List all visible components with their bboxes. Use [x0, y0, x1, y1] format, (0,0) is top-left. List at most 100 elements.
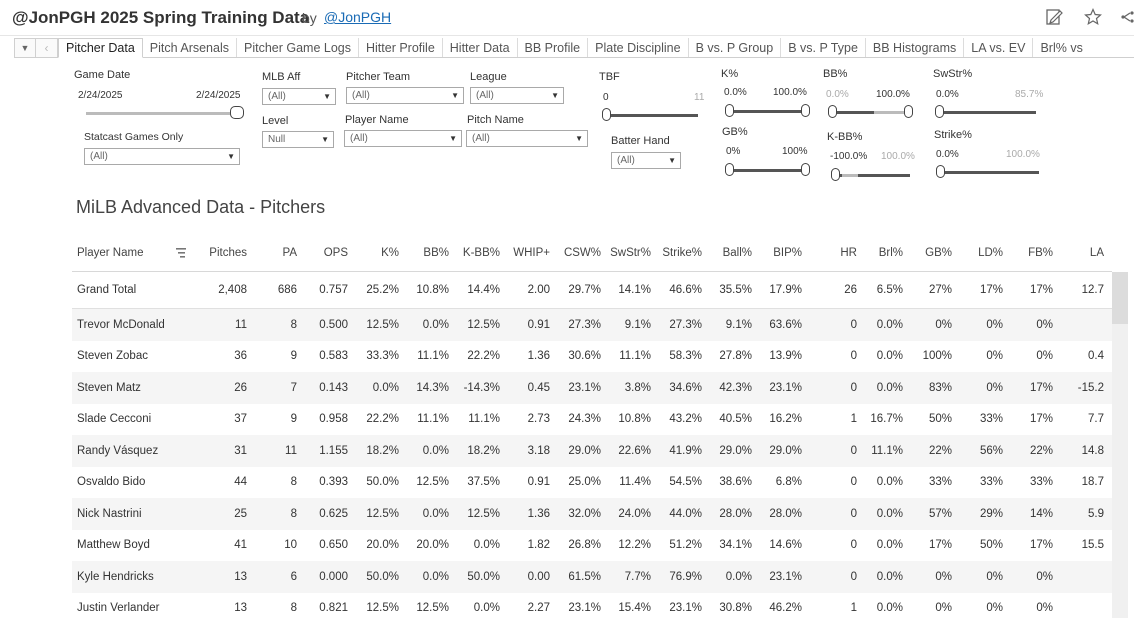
column-header-brl-pct[interactable]: Brl%: [878, 246, 903, 259]
column-header-ld-pct[interactable]: LD%: [978, 246, 1003, 259]
cell-csw-pct: 61.5%: [568, 570, 601, 583]
tab-hitter-data[interactable]: Hitter Data: [443, 38, 518, 57]
tab-brl-vs[interactable]: Brl% vs: [1040, 40, 1083, 55]
pitch-name-dropdown[interactable]: (All) ▼: [466, 130, 588, 147]
swstr-pct-slider-track[interactable]: [940, 111, 1036, 114]
game-date-slider-track[interactable]: [86, 112, 236, 115]
cell-whip-plus: 0.91: [527, 318, 550, 331]
bb-pct-slider-max-handle[interactable]: [904, 105, 913, 118]
column-header-k-pct[interactable]: K%: [381, 246, 399, 259]
tab-hitter-profile[interactable]: Hitter Profile: [359, 38, 443, 57]
tab-plate-discipline[interactable]: Plate Discipline: [588, 38, 689, 57]
tbf-slider-track[interactable]: [606, 114, 698, 117]
tab-b-vs-p-group[interactable]: B vs. P Group: [689, 38, 782, 57]
player-name-cell: Grand Total: [77, 284, 137, 296]
column-header-ops[interactable]: OPS: [323, 246, 348, 259]
batter-hand-dropdown[interactable]: (All) ▼: [611, 152, 681, 169]
edit-icon[interactable]: [1044, 8, 1064, 28]
tab-menu-button[interactable]: ▼: [14, 38, 36, 57]
cell-bb-pct: 0.0%: [422, 318, 449, 331]
table-row[interactable]: Osvaldo Bido 44 8 0.393 50.0% 12.5% 37.5% 0.91 2…: [72, 467, 1112, 499]
statcast-dropdown[interactable]: (All) ▼: [84, 148, 240, 165]
pitcher-team-dropdown[interactable]: (All) ▼: [346, 87, 464, 104]
column-header-ball-pct[interactable]: Ball%: [722, 246, 752, 259]
k-pct-slider-min-handle[interactable]: [725, 104, 734, 117]
tab-scroll-left-button[interactable]: ‹: [36, 38, 58, 57]
tab-pitcher-data[interactable]: Pitcher Data: [58, 38, 143, 58]
k-pct-slider-max-handle[interactable]: [801, 104, 810, 117]
tab-la-vs-ev[interactable]: LA vs. EV: [964, 38, 1034, 57]
author-link[interactable]: @JonPGH: [324, 9, 392, 25]
table-row[interactable]: Steven Matz 26 7 0.143 0.0% 14.3% -14.3% 0.45 23…: [72, 372, 1112, 404]
player-name-dropdown[interactable]: (All) ▼: [344, 130, 462, 147]
cell-k-bb-pct: 0.0%: [473, 602, 500, 615]
cell-la: 5.9: [1088, 507, 1104, 520]
column-header-pitches[interactable]: Pitches: [209, 246, 247, 259]
swstr-pct-max: 85.7%: [1015, 89, 1044, 100]
star-icon[interactable]: [1083, 8, 1103, 28]
table-row[interactable]: Steven Zobac 36 9 0.583 33.3% 11.1% 22.2% 1.36 3…: [72, 341, 1112, 373]
table-row[interactable]: Nick Nastrini 25 8 0.625 12.5% 0.0% 12.5% 1.36 3…: [72, 498, 1112, 530]
tab-bb-profile[interactable]: BB Profile: [518, 38, 589, 57]
cell-gb-pct: 22%: [928, 444, 952, 457]
column-header-fb-pct[interactable]: FB%: [1028, 246, 1053, 259]
table-row[interactable]: Matthew Boyd 41 10 0.650 20.0% 20.0% 0.0% 1.82 2…: [72, 530, 1112, 562]
mlb-aff-dropdown[interactable]: (All) ▼: [262, 88, 336, 105]
sort-icon[interactable]: [175, 246, 187, 258]
tab-pitch-arsenals[interactable]: Pitch Arsenals: [143, 38, 237, 57]
column-header-csw-pct[interactable]: CSW%: [563, 246, 601, 259]
gb-pct-slider-track[interactable]: [730, 169, 806, 172]
k-bb-pct-max: 100.0%: [881, 151, 915, 162]
tab-pitcher-game-logs[interactable]: Pitcher Game Logs: [237, 38, 359, 57]
cell-csw-pct: 29.7%: [568, 284, 601, 296]
table-row[interactable]: Slade Cecconi 37 9 0.958 22.2% 11.1% 11.1% 2.73…: [72, 404, 1112, 436]
k-pct-slider-track[interactable]: [730, 110, 806, 113]
column-header-hr[interactable]: HR: [840, 246, 857, 259]
column-header-swstr-pct[interactable]: SwStr%: [610, 246, 651, 259]
column-header-gb-pct[interactable]: GB%: [925, 246, 952, 259]
cell-ball-pct: 42.3%: [719, 381, 752, 394]
table-row[interactable]: Randy Vásquez 31 11 1.155 18.2% 0.0% 18.2% 3.18…: [72, 435, 1112, 467]
cell-bb-pct: 12.5%: [416, 602, 449, 615]
cell-fb-pct: 33%: [1029, 476, 1053, 489]
swstr-pct-slider-handle[interactable]: [935, 105, 944, 118]
table-row[interactable]: Justin Verlander 13 8 0.821 12.5% 12.5% 0.0% 2.…: [72, 593, 1112, 618]
gb-pct-slider-max-handle[interactable]: [801, 163, 810, 176]
league-dropdown[interactable]: (All) ▼: [470, 87, 564, 104]
column-header-strike-pct[interactable]: Strike%: [662, 246, 702, 259]
swstr-pct-label: SwStr%: [933, 68, 973, 80]
strike-pct-label: Strike%: [934, 129, 972, 141]
cell-la: 18.7: [1081, 476, 1104, 489]
grand-total-row[interactable]: Grand Total 2,408 686 0.757 25.2% 10.8% 14.4% 2…: [72, 272, 1112, 309]
cell-ball-pct: 27.8%: [719, 350, 752, 363]
k-bb-pct-slider-handle[interactable]: [831, 168, 840, 181]
cell-bb-pct: 20.0%: [416, 539, 449, 552]
tab-bb-histograms[interactable]: BB Histograms: [866, 38, 965, 57]
game-date-to: 2/24/2025: [196, 90, 241, 101]
table-row[interactable]: Trevor McDonald 11 8 0.500 12.5% 0.0% 12.5% 0.9…: [72, 309, 1112, 341]
share-icon[interactable]: [1120, 8, 1134, 28]
column-header-la[interactable]: LA: [1089, 246, 1104, 259]
column-header-pa[interactable]: PA: [282, 246, 298, 259]
bb-pct-slider-min-handle[interactable]: [828, 105, 837, 118]
gb-pct-slider-min-handle[interactable]: [725, 163, 734, 176]
column-header-k-bb-pct[interactable]: K-BB%: [462, 246, 500, 259]
column-header-bip-pct[interactable]: BIP%: [773, 246, 802, 259]
strike-pct-slider-track[interactable]: [941, 171, 1039, 174]
cell-pa: 6: [290, 570, 297, 583]
cell-hr: 0: [850, 570, 857, 583]
strike-pct-slider-handle[interactable]: [936, 165, 945, 178]
tab-b-vs-p-type[interactable]: B vs. P Type: [781, 38, 866, 57]
level-dropdown[interactable]: Null ▼: [262, 131, 334, 148]
column-header-player-name[interactable]: Player Name: [77, 246, 144, 259]
tbf-slider-handle[interactable]: [602, 108, 611, 121]
table-scrollbar-track[interactable]: [1112, 272, 1128, 618]
column-header-whip-plus[interactable]: WHIP+: [513, 246, 550, 259]
cell-swstr-pct: 11.1%: [619, 350, 651, 363]
column-header-bb-pct[interactable]: BB%: [423, 246, 449, 259]
table-row[interactable]: Kyle Hendricks 13 6 0.000 50.0% 0.0% 50.0% 0.00…: [72, 561, 1112, 593]
cell-swstr-pct: 10.8%: [618, 413, 651, 426]
cell-ld-pct: 56%: [979, 444, 1003, 457]
game-date-slider-handle[interactable]: [230, 106, 244, 119]
table-scrollbar-thumb[interactable]: [1112, 272, 1128, 324]
